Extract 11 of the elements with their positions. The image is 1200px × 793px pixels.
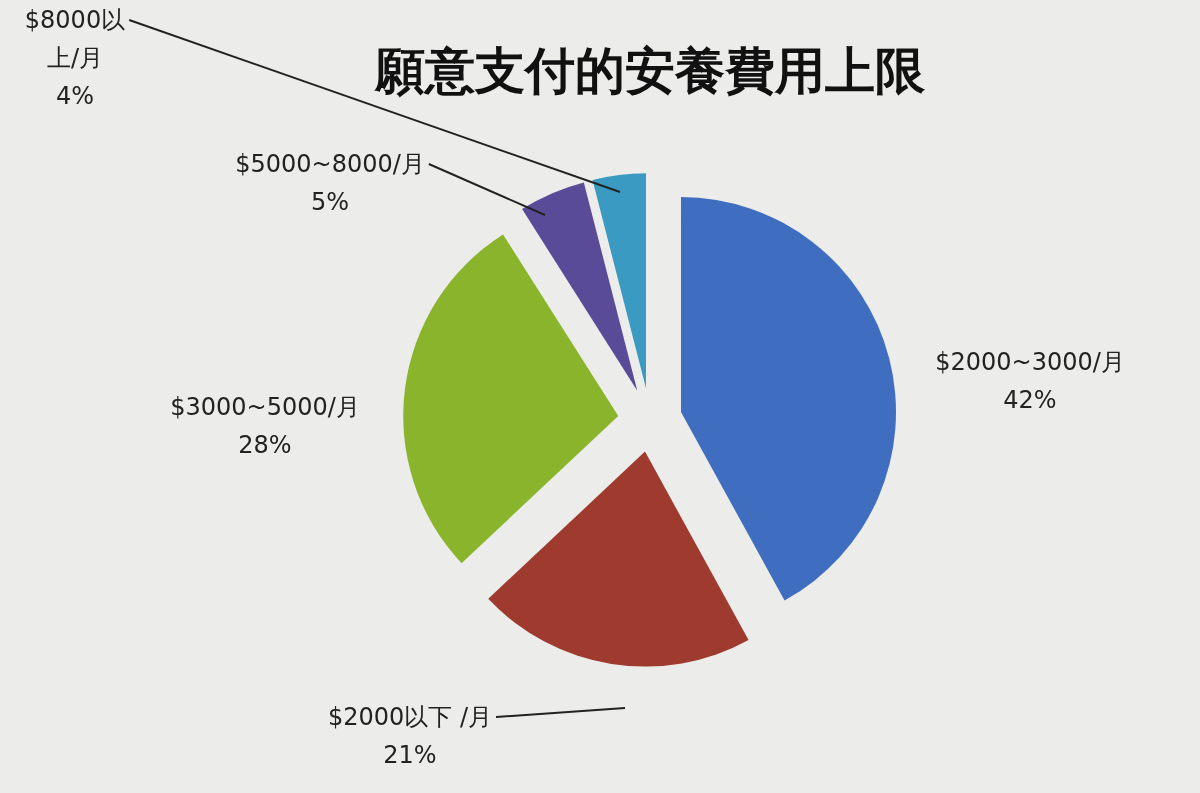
slice-label: $3000~5000/月 (170, 393, 360, 421)
data-label: 4% (55, 82, 95, 110)
text: 願意支付的安養費用上限 (374, 42, 926, 100)
slice-label: $2000~3000/月 (935, 348, 1125, 376)
data-label: 5% (310, 188, 350, 216)
slice-label: $5000~8000/月 (235, 150, 425, 178)
data-label: 28% (238, 431, 292, 459)
data-label: 21% (383, 741, 437, 769)
slice-label: $2000以下 /月 (327, 703, 493, 731)
slice-label: $8000以上/月 (24, 6, 126, 72)
data-label: 42% (1003, 386, 1057, 414)
